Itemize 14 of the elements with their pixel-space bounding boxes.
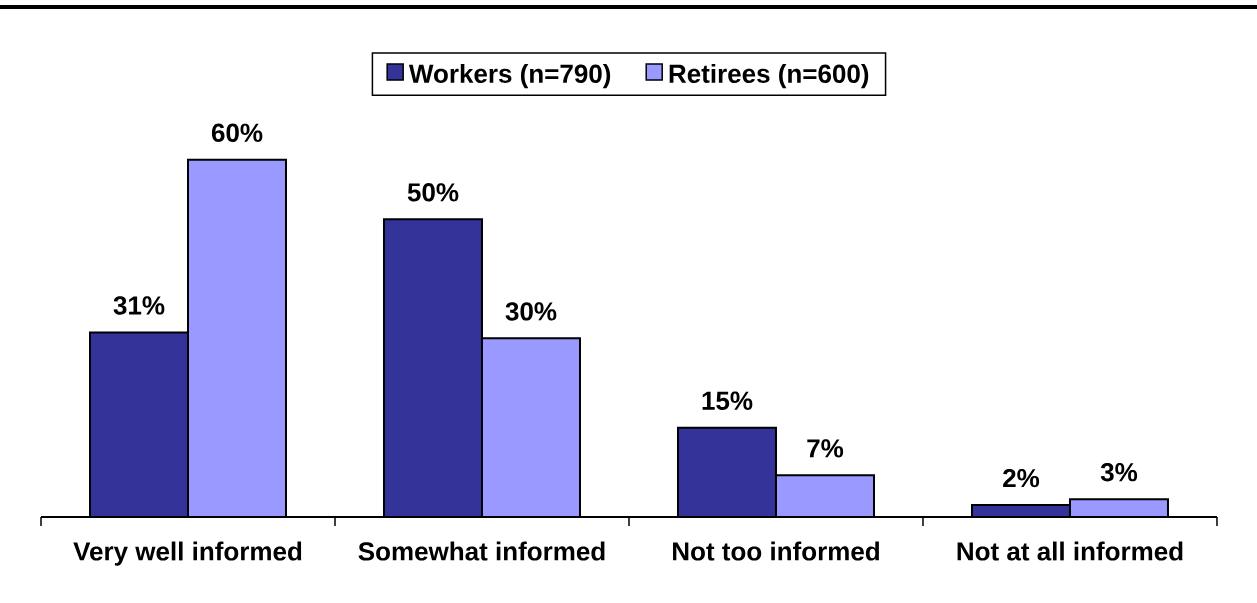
x-tick-label: Very well informed xyxy=(73,541,302,566)
x-tick-label: Somewhat informed xyxy=(358,541,605,561)
x-tick-label: Not at all informed xyxy=(957,541,1183,561)
data-label: 60% xyxy=(211,123,263,142)
data-label: 7% xyxy=(807,439,844,458)
data-label: 31% xyxy=(113,296,165,315)
data-label: 50% xyxy=(407,183,459,202)
data-label: 3% xyxy=(1100,462,1138,482)
data-label: 2% xyxy=(1003,468,1040,488)
legend-label: Workers (n=790) xyxy=(408,63,611,89)
legend-label: Retirees (n=600) xyxy=(669,63,869,89)
data-label: 15% xyxy=(702,391,753,410)
data-label: 30% xyxy=(505,302,557,321)
x-tick-label: Not too informed xyxy=(673,541,879,561)
